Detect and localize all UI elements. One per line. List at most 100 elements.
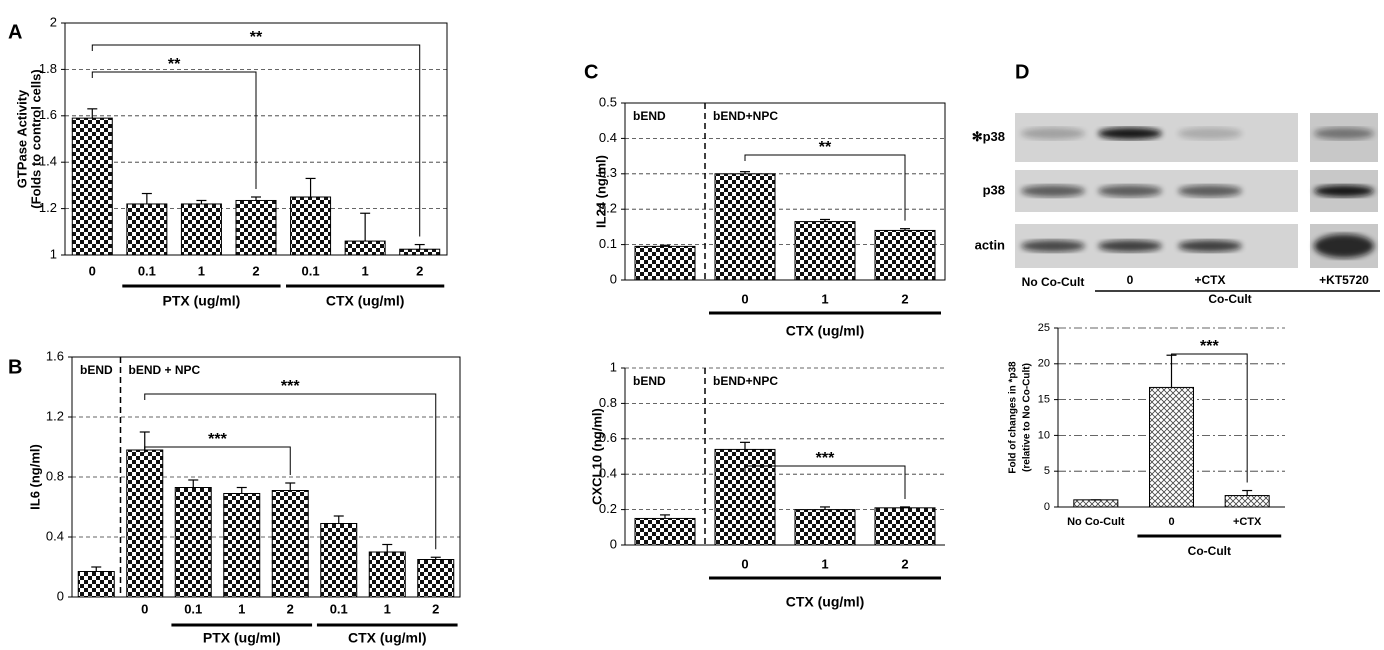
y-tick-label: 0 (610, 536, 617, 551)
y-tick-label: 1 (50, 246, 57, 261)
x-tick-label: 1 (198, 263, 205, 278)
panel-label: B (8, 356, 22, 378)
group-label: CTX (ug/ml) (786, 323, 865, 339)
y-tick-label: 0.8 (599, 395, 617, 410)
significance-bracket (92, 72, 256, 189)
x-tick-label: 0 (741, 556, 748, 571)
x-tick-label: 1 (384, 601, 391, 616)
panel-label: C (584, 61, 598, 83)
bar (272, 491, 308, 598)
bar (127, 204, 167, 255)
panel-label: D (1015, 61, 1029, 83)
blot-band (1314, 185, 1374, 197)
bar (224, 494, 260, 598)
blot-band (1021, 185, 1085, 197)
y-axis-label: IL24 (ng/ml) (593, 155, 608, 228)
group-label: PTX (ug/ml) (203, 630, 281, 646)
bar (175, 488, 211, 598)
blot-band (1021, 240, 1085, 252)
y-tick-label: 1.6 (46, 348, 64, 363)
group-label: PTX (ug/ml) (163, 293, 241, 309)
y-axis-label: (Folds to control cells) (28, 69, 43, 208)
significance-label: *** (1200, 338, 1219, 355)
group-label: CTX (ug/ml) (348, 630, 427, 646)
group-label: CTX (ug/ml) (786, 594, 865, 610)
x-tick-label: 1 (362, 263, 369, 278)
x-tick-label: 0.1 (330, 601, 348, 616)
panel-label: A (8, 21, 22, 43)
bar (635, 246, 695, 280)
figure: D 11.21.41.61.8200.1120.112PTX (ug/ml)CT… (0, 0, 1384, 650)
blot-band (1314, 234, 1374, 258)
bar (1150, 387, 1194, 507)
x-tick-label: +CTX (1233, 516, 1262, 528)
blot-band (1178, 185, 1242, 197)
y-tick-label: 0.5 (599, 94, 617, 109)
y-tick-label: 2 (50, 14, 57, 29)
y-tick-label: 0 (610, 271, 617, 286)
y-tick-label: 0.1 (599, 236, 617, 251)
region-label: bEND (633, 374, 666, 388)
blot-row-label: actin (975, 237, 1005, 252)
y-tick-label: 0.4 (599, 130, 617, 145)
x-tick-label: 0.1 (302, 263, 320, 278)
x-tick-label: 0 (141, 601, 148, 616)
blot-lane-label: +KT5720 (1319, 273, 1369, 287)
significance-label: *** (208, 431, 227, 448)
bar (369, 552, 405, 597)
significance-bracket (145, 447, 291, 475)
x-tick-label: No Co-Cult (1067, 516, 1125, 528)
y-tick-label: 20 (1038, 358, 1050, 370)
page: D 11.21.41.61.8200.1120.112PTX (ug/ml)CT… (0, 0, 1384, 650)
bar (291, 197, 331, 255)
y-tick-label: 1.2 (46, 408, 64, 423)
bar (181, 204, 221, 255)
region-label: bEND+NPC (713, 109, 778, 123)
blot-band (1178, 240, 1242, 252)
x-tick-label: 2 (901, 291, 908, 306)
x-tick-label: 1 (238, 601, 245, 616)
bar (72, 118, 112, 255)
y-axis-label: (relative to No Co-Cult) (1022, 363, 1033, 472)
bar (236, 200, 276, 255)
significance-label: *** (281, 378, 300, 395)
blot-row-label: ✻p38 (972, 129, 1005, 144)
x-tick-label: 0.1 (184, 601, 202, 616)
significance-label: *** (816, 450, 835, 467)
x-tick-label: 1 (821, 556, 828, 571)
y-axis-label: IL6 (ng/ml) (27, 444, 42, 510)
x-tick-label: 2 (901, 556, 908, 571)
significance-label: ** (250, 29, 263, 46)
bar (715, 449, 775, 545)
x-tick-label: 2 (252, 263, 259, 278)
bar (1225, 496, 1269, 507)
y-tick-label: 0.8 (46, 468, 64, 483)
y-tick-label: 0.4 (46, 528, 64, 543)
blot-band (1178, 128, 1242, 140)
blot-band (1314, 128, 1374, 140)
x-tick-label: 0 (741, 291, 748, 306)
bar (400, 249, 440, 255)
bar (345, 241, 385, 255)
x-tick-label: 0 (89, 263, 96, 278)
blot-lane-label: +CTX (1194, 273, 1225, 287)
region-label: bEND+NPC (713, 374, 778, 388)
bar (795, 510, 855, 545)
significance-label: ** (168, 56, 181, 73)
region-label: bEND + NPC (129, 363, 201, 377)
bar (127, 450, 163, 597)
group-label: CTX (ug/ml) (326, 293, 405, 309)
x-tick-label: 2 (432, 601, 439, 616)
group-label: Co-Cult (1188, 544, 1231, 558)
blot-band (1021, 128, 1085, 140)
bar (795, 222, 855, 280)
blot-lane-label: 0 (1127, 273, 1134, 287)
y-tick-label: 1 (610, 359, 617, 374)
blot-group-label: Co-Cult (1208, 292, 1251, 306)
x-tick-label: 0 (1168, 516, 1174, 528)
x-tick-label: 2 (416, 263, 423, 278)
y-tick-label: 0 (57, 588, 64, 603)
bar (78, 572, 114, 598)
blot-band (1098, 185, 1162, 197)
bar (635, 518, 695, 545)
